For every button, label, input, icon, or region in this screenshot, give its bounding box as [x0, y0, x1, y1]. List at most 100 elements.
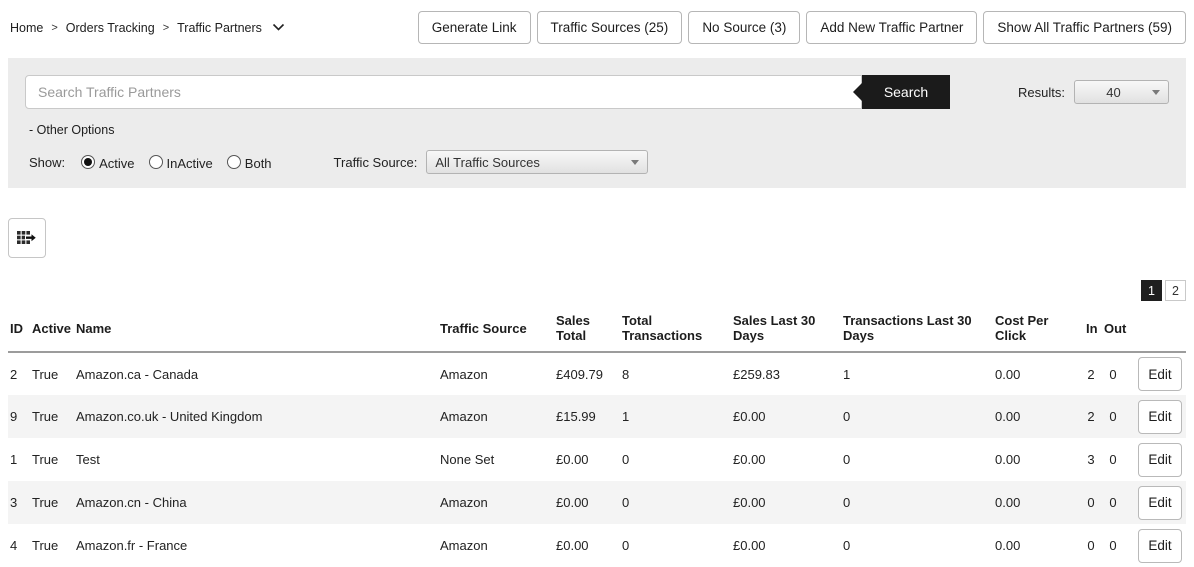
cell-edit: Edit: [1128, 438, 1186, 481]
partners-table: ID Active Name Traffic Source Sales Total Tot…: [8, 313, 1186, 567]
cell-transactions-last-30-days: 0: [843, 495, 851, 510]
filter-panel: Search Results: 40 - Other Options Show:…: [8, 58, 1186, 188]
radio-label: Active: [99, 155, 135, 171]
cell-traffic-source: Amazon: [440, 409, 488, 424]
show-radios: Active InActive Both: [81, 155, 272, 171]
cell-cost-per-click: 0.00: [995, 452, 1021, 467]
traffic-source-group: Traffic Source: All Traffic Sources: [334, 150, 649, 174]
breadcrumb: Home > Orders Tracking > Traffic Partner…: [8, 21, 285, 35]
column-header-in: In: [1084, 313, 1102, 353]
show-radio[interactable]: Both: [226, 155, 272, 171]
cell-cost-per-click: 0.00: [995, 538, 1021, 553]
cell-sales-last-30-days: £0.00: [733, 538, 766, 553]
cell-out: 0: [1109, 495, 1117, 510]
results-group: Results: 40: [1018, 80, 1169, 104]
table-row: 2 True Amazon.ca - Canada Amazon £409.79 8 £25…: [8, 352, 1186, 395]
table-row: 3 True Amazon.cn - China Amazon £0.00 0 £0.00 0…: [8, 481, 1186, 524]
cell-edit: Edit: [1128, 395, 1186, 438]
cell-transactions-last-30-days: 0: [843, 538, 851, 553]
page-button[interactable]: 2: [1165, 280, 1186, 301]
cell-total-transactions: 8: [622, 366, 630, 382]
cell-cost-per-click: 0.00: [995, 495, 1021, 510]
cell-in: 2: [1087, 409, 1095, 424]
column-header-transactions-last-30-days: Transactions Last 30 Days: [841, 313, 993, 353]
search-button[interactable]: Search: [862, 75, 950, 109]
results-label: Results:: [1018, 84, 1065, 100]
add-new-traffic-partner-button[interactable]: Add New Traffic Partner: [806, 11, 978, 44]
radio-icon: [226, 155, 241, 169]
traffic-source-dropdown[interactable]: All Traffic Sources: [426, 150, 649, 174]
cell-in: 0: [1087, 495, 1095, 510]
pagination: 1 2: [8, 280, 1186, 301]
cell-cost-per-click: 0.00: [995, 409, 1021, 424]
show-radio[interactable]: Active: [81, 155, 135, 171]
column-header-active: Active: [30, 313, 74, 353]
cell-out: 0: [1109, 538, 1117, 553]
cell-name: Amazon.cn - China: [76, 495, 187, 510]
cell-active: True: [32, 409, 59, 424]
radio-label: InActive: [166, 155, 213, 171]
breadcrumb-home[interactable]: Home: [10, 20, 44, 35]
cell-in: 3: [1087, 452, 1095, 467]
cell-id: 3: [10, 495, 18, 510]
table-body: 2 True Amazon.ca - Canada Amazon £409.79 8 £25…: [8, 352, 1186, 567]
edit-button[interactable]: Edit: [1138, 399, 1182, 434]
cell-active: True: [32, 452, 59, 467]
dropdown-arrow-icon: [631, 159, 640, 165]
other-options-toggle[interactable]: - Other Options: [29, 123, 115, 137]
cell-traffic-source: Amazon: [440, 495, 488, 510]
generate-link-button[interactable]: Generate Link: [417, 11, 531, 44]
cell-transactions-last-30-days: 0: [843, 452, 851, 467]
edit-button[interactable]: Edit: [1138, 442, 1182, 477]
cell-sales-total: £0.00: [556, 452, 589, 467]
cell-total-transactions: 1: [622, 409, 630, 424]
cell-active: True: [32, 538, 59, 553]
cell-sales-total: £0.00: [556, 538, 589, 553]
show-radio[interactable]: InActive: [148, 155, 213, 171]
results-value: 40: [1106, 84, 1121, 100]
table-header-row: ID Active Name Traffic Source Sales Total Tot…: [8, 313, 1186, 353]
edit-button[interactable]: Edit: [1138, 528, 1182, 563]
radio-label: Both: [244, 155, 272, 171]
search-row: Search Results: 40: [25, 75, 1169, 109]
results-dropdown[interactable]: 40: [1074, 80, 1169, 104]
cell-edit: Edit: [1128, 481, 1186, 524]
cell-id: 2: [10, 366, 18, 382]
cell-name: Test: [76, 452, 100, 467]
cell-sales-last-30-days: £0.00: [733, 495, 766, 510]
radio-icon: [148, 155, 163, 169]
table-row: 9 True Amazon.co.uk - United Kingdom Amazon…: [8, 395, 1186, 438]
breadcrumb-separator: >: [51, 21, 58, 34]
export-table-button[interactable]: [8, 218, 46, 258]
radio-icon: [81, 155, 96, 169]
chevron-down-icon[interactable]: [272, 23, 285, 32]
search-input[interactable]: [25, 75, 862, 109]
column-header-total-transactions: Total Transactions: [620, 313, 731, 353]
column-header-id: ID: [8, 313, 30, 353]
breadcrumb-traffic-partners[interactable]: Traffic Partners: [177, 20, 262, 35]
cell-out: 0: [1109, 452, 1117, 467]
cell-name: Amazon.ca - Canada: [76, 366, 199, 382]
cell-sales-last-30-days: £0.00: [733, 409, 766, 424]
column-header-cost-per-click: Cost Per Click: [993, 313, 1084, 353]
no-source-button[interactable]: No Source (3): [688, 11, 801, 44]
edit-button[interactable]: Edit: [1138, 485, 1182, 520]
cell-in: 2: [1087, 366, 1095, 382]
show-all-traffic-partners-button[interactable]: Show All Traffic Partners (59): [983, 11, 1186, 44]
table-export-icon: [16, 230, 38, 247]
cell-total-transactions: 0: [622, 495, 630, 510]
traffic-sources-button[interactable]: Traffic Sources (25): [536, 11, 683, 44]
breadcrumb-orders-tracking[interactable]: Orders Tracking: [65, 20, 155, 35]
cell-sales-total: £15.99: [556, 409, 596, 424]
traffic-source-value: All Traffic Sources: [435, 154, 540, 170]
column-header-sales-total: Sales Total: [554, 313, 620, 353]
cell-out: 0: [1109, 366, 1117, 382]
cell-total-transactions: 0: [622, 538, 630, 553]
edit-button[interactable]: Edit: [1138, 357, 1182, 391]
toolbar: Generate Link Traffic Sources (25) No So…: [417, 11, 1186, 44]
dropdown-arrow-icon: [1152, 89, 1160, 95]
cell-sales-total: £0.00: [556, 495, 589, 510]
cell-traffic-source: Amazon: [440, 538, 488, 553]
cell-id: 9: [10, 409, 18, 424]
page-button[interactable]: 1: [1141, 280, 1162, 301]
